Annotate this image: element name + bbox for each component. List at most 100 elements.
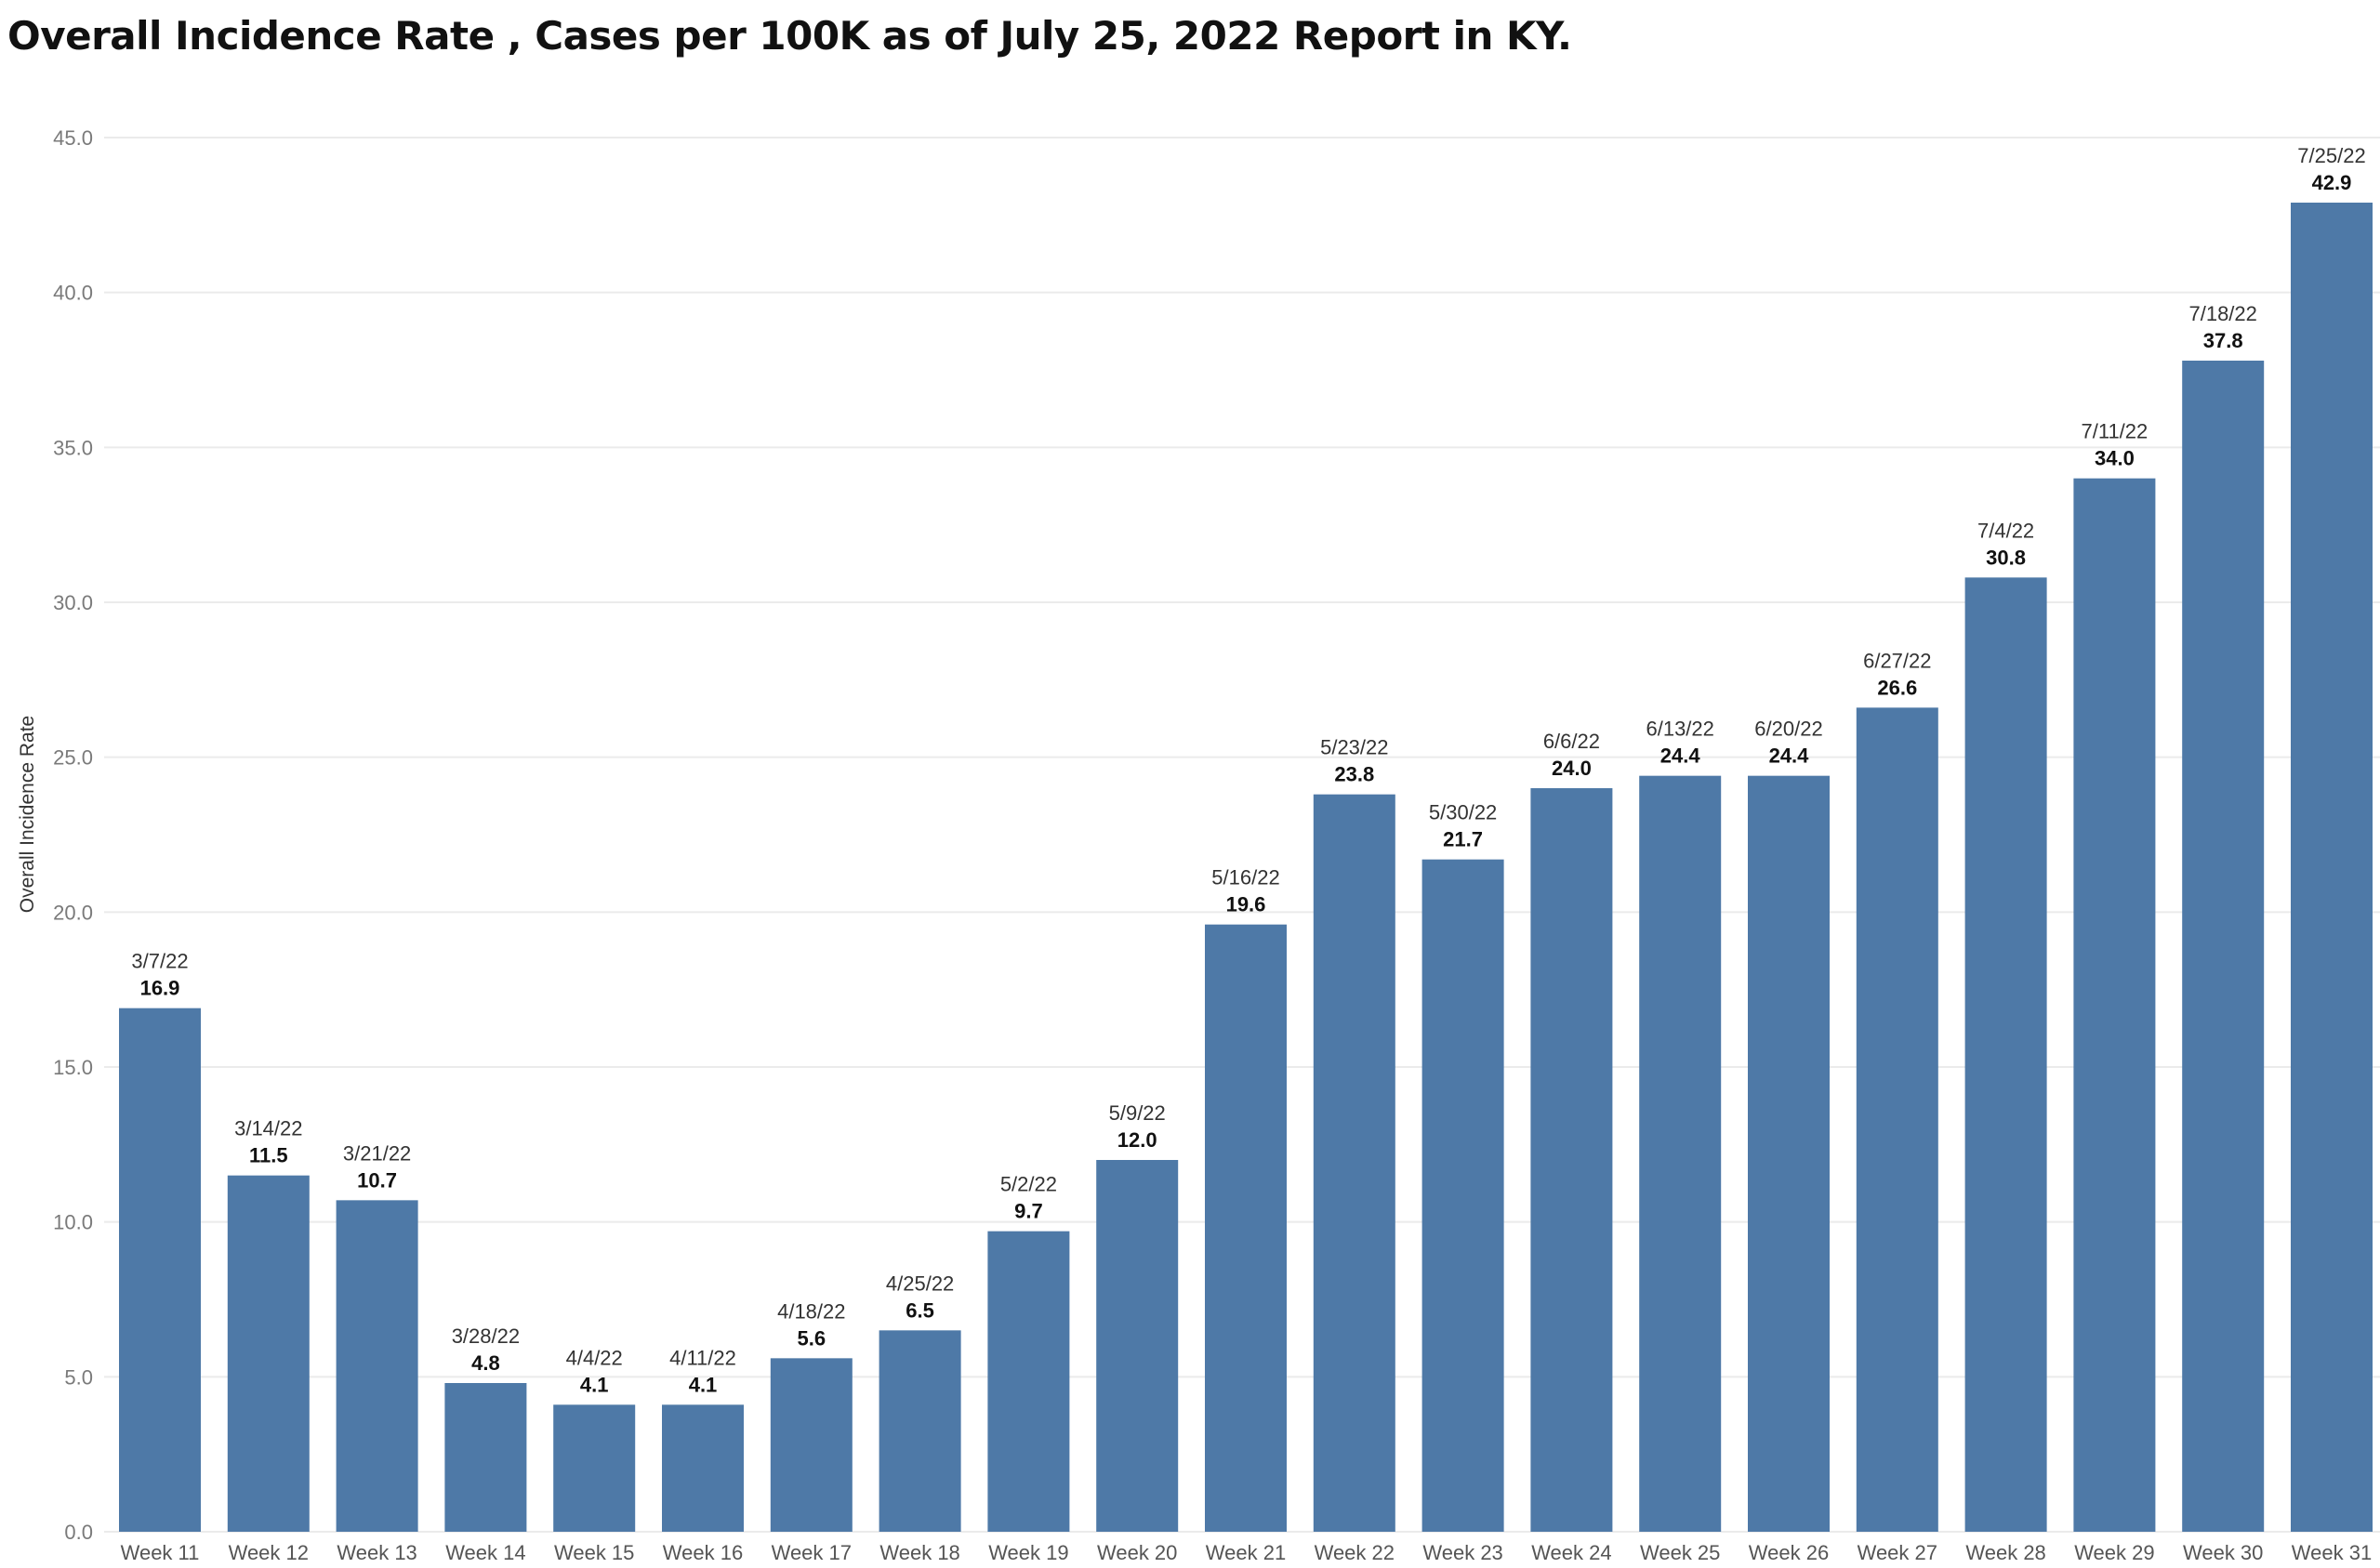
y-tick-label: 5.0 — [64, 1365, 93, 1389]
value-label: 4.1 — [580, 1373, 609, 1396]
date-label: 3/7/22 — [131, 950, 188, 973]
value-label: 5.6 — [798, 1326, 826, 1350]
bars — [119, 203, 2373, 1533]
value-label: 42.9 — [2312, 171, 2352, 194]
bar — [1964, 577, 2047, 1533]
date-label: 7/11/22 — [2082, 420, 2149, 443]
date-label: 3/14/22 — [234, 1117, 302, 1140]
date-label: 4/11/22 — [669, 1346, 736, 1369]
x-tick-label: Week 19 — [988, 1541, 1068, 1564]
bar — [2291, 203, 2373, 1532]
date-label: 5/30/22 — [1429, 801, 1497, 824]
value-label: 19.6 — [1226, 893, 1266, 916]
value-label: 24.0 — [1552, 757, 1592, 780]
bar — [2182, 361, 2265, 1532]
value-label: 37.8 — [2203, 329, 2243, 352]
date-label: 7/18/22 — [2188, 302, 2256, 325]
value-label: 26.6 — [1877, 676, 1917, 699]
date-label: 4/4/22 — [566, 1346, 623, 1369]
y-axis-ticks: 0.0 5.0 10.0 15.0 20.0 25.0 30.0 35.0 40.0 45.0 — [53, 126, 93, 1544]
date-label: 6/27/22 — [1863, 649, 1931, 672]
x-tick-label: Week 30 — [2183, 1541, 2263, 1564]
bar — [662, 1404, 744, 1532]
date-label: 3/21/22 — [343, 1141, 411, 1165]
x-tick-label: Week 16 — [663, 1541, 743, 1564]
y-tick-label: 25.0 — [53, 746, 93, 770]
bar — [336, 1200, 418, 1532]
x-tick-label: Week 26 — [1749, 1541, 1829, 1564]
x-tick-label: Week 14 — [445, 1541, 525, 1564]
x-tick-label: Week 12 — [229, 1541, 309, 1564]
bar — [987, 1231, 1070, 1532]
chart-title: Overall Incidence Rate , Cases per 100K … — [7, 13, 1572, 59]
data-labels: 16.9 3/7/22 11.5 3/14/22 10.7 3/21/22 4.8 3/28/… — [131, 144, 2365, 1396]
date-label: 6/20/22 — [1754, 718, 1822, 741]
date-label: 6/13/22 — [1646, 718, 1713, 741]
bar — [1205, 924, 1287, 1532]
bar — [1096, 1160, 1179, 1532]
x-tick-label: Week 27 — [1858, 1541, 1937, 1564]
x-tick-label: Week 17 — [772, 1541, 852, 1564]
date-label: 3/28/22 — [452, 1324, 520, 1348]
bar — [227, 1175, 310, 1532]
x-tick-label: Week 31 — [2292, 1541, 2372, 1564]
bar — [1313, 794, 1395, 1532]
x-tick-label: Week 24 — [1531, 1541, 1611, 1564]
x-axis-labels: Week 11 Week 12 Week 13 Week 14 Week 15 Week … — [121, 1541, 2373, 1564]
y-tick-label: 10.0 — [53, 1211, 93, 1234]
x-tick-label: Week 25 — [1640, 1541, 1720, 1564]
y-tick-label: 45.0 — [53, 126, 93, 150]
date-label: 7/25/22 — [2297, 144, 2365, 167]
value-label: 12.0 — [1117, 1128, 1157, 1152]
bar — [1748, 775, 1830, 1532]
date-label: 6/6/22 — [1543, 730, 1600, 753]
bar — [879, 1330, 961, 1532]
date-label: 4/25/22 — [886, 1272, 954, 1295]
value-label: 4.1 — [689, 1373, 718, 1396]
y-tick-label: 40.0 — [53, 282, 93, 305]
value-label: 24.4 — [1660, 744, 1701, 768]
x-tick-label: Week 21 — [1206, 1541, 1286, 1564]
date-label: 4/18/22 — [777, 1299, 845, 1323]
bar — [1530, 788, 1613, 1532]
date-label: 7/4/22 — [1977, 519, 2034, 542]
value-label: 23.8 — [1334, 763, 1374, 786]
y-tick-label: 15.0 — [53, 1056, 93, 1079]
bar — [2073, 478, 2156, 1532]
x-tick-label: Week 15 — [554, 1541, 634, 1564]
x-tick-label: Week 29 — [2074, 1541, 2154, 1564]
bar — [770, 1358, 853, 1532]
date-label: 5/9/22 — [1109, 1101, 1166, 1125]
y-tick-label: 35.0 — [53, 436, 93, 459]
x-tick-label: Week 23 — [1422, 1541, 1502, 1564]
value-label: 6.5 — [906, 1298, 934, 1322]
x-tick-label: Week 22 — [1315, 1541, 1395, 1564]
x-tick-label: Week 11 — [121, 1541, 200, 1564]
x-tick-label: Week 28 — [1965, 1541, 2045, 1564]
value-label: 30.8 — [1986, 546, 2026, 569]
value-label: 24.4 — [1769, 744, 1810, 768]
value-label: 10.7 — [357, 1168, 397, 1192]
value-label: 11.5 — [249, 1144, 288, 1167]
date-label: 5/16/22 — [1211, 866, 1279, 889]
bar — [1856, 707, 1938, 1532]
date-label: 5/23/22 — [1320, 736, 1388, 759]
value-label: 9.7 — [1014, 1200, 1043, 1223]
bar — [553, 1404, 636, 1532]
bar — [119, 1008, 201, 1532]
y-tick-label: 30.0 — [53, 591, 93, 614]
bar — [1639, 775, 1722, 1532]
y-tick-label: 0.0 — [64, 1521, 93, 1544]
x-tick-label: Week 13 — [337, 1541, 416, 1564]
value-label: 21.7 — [1443, 828, 1483, 851]
y-axis-title: Overall Incidence Rate — [17, 716, 38, 913]
value-label: 34.0 — [2095, 447, 2135, 470]
date-label: 5/2/22 — [1000, 1173, 1057, 1196]
x-tick-label: Week 20 — [1097, 1541, 1177, 1564]
value-label: 16.9 — [140, 977, 180, 1000]
value-label: 4.8 — [471, 1351, 500, 1375]
y-tick-label: 20.0 — [53, 901, 93, 924]
bar — [1421, 859, 1504, 1532]
bar — [444, 1383, 527, 1532]
